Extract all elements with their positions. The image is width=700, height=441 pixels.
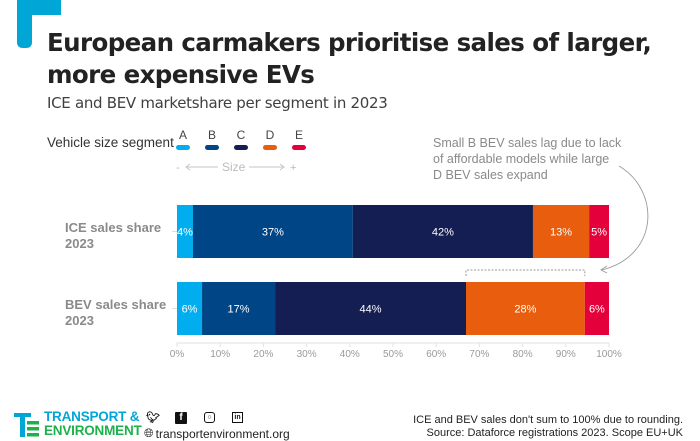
size-minus: - — [176, 162, 180, 174]
bar-bev: 6% 17% 44% 28% 6% — [172, 282, 609, 335]
annotation-line-2: of affordable models while large — [433, 152, 609, 166]
bar-segment-e — [589, 205, 609, 258]
brand-logo-text: TRANSPORT & ENVIRONMENT — [44, 410, 142, 438]
data-label: 6% — [589, 304, 605, 316]
x-tick-label: 20% — [253, 349, 273, 360]
size-plus: + — [290, 162, 296, 174]
legend-label-e: E — [295, 128, 303, 142]
legend-label: Vehicle size segment — [47, 135, 174, 150]
instagram-icon[interactable]: ○ — [204, 412, 215, 423]
legend-swatch-a — [176, 145, 190, 150]
x-tick-label: 70% — [469, 349, 489, 360]
data-label: 13% — [550, 227, 572, 239]
globe-icon: 🌐︎ — [144, 426, 154, 440]
x-tick-label: 100% — [596, 349, 622, 360]
twitter-icon[interactable]: 🐦︎ — [146, 412, 160, 424]
bar-ice: 4% 37% 42% 13% 5% — [172, 205, 609, 258]
bar-segment-b — [202, 282, 276, 335]
data-label: 5% — [591, 227, 607, 239]
category-label-line: BEV sales share — [65, 297, 166, 312]
x-tick-label: 40% — [340, 349, 360, 360]
size-scale: - Size + — [176, 160, 296, 174]
social-links: 🐦︎ f ○ in — [146, 412, 243, 424]
legend-label-c: C — [237, 128, 246, 142]
legend-label-b: B — [208, 128, 216, 142]
data-label: 4% — [177, 227, 193, 239]
chart-title: European carmakers prioritise sales of l… — [47, 27, 652, 91]
data-label: 37% — [262, 227, 284, 239]
bar-segment-d — [532, 205, 590, 258]
bars: 4% 37% 42% 13% 5% 6% 17% 44% 28% 6% — [172, 205, 609, 335]
bar-segment-a — [177, 282, 203, 335]
data-label: 17% — [228, 304, 250, 316]
data-label: 28% — [514, 304, 536, 316]
legend-swatch-e — [292, 145, 306, 150]
size-arrowhead-left — [185, 163, 191, 171]
category-label-line: 2023 — [65, 236, 94, 251]
category-label: BEV sales share 2023 — [65, 297, 166, 328]
legend-swatch-b — [205, 145, 219, 150]
x-tick-label: 90% — [556, 349, 576, 360]
legend-swatch-d — [263, 145, 277, 150]
title-line-1: European carmakers prioritise sales of l… — [47, 28, 652, 57]
size-arrowhead-right — [279, 163, 285, 171]
annotation-arrowhead — [600, 265, 608, 274]
x-axis: 0% 10% 20% 30% 40% 50% 60% 70% 80% 90% 100% — [170, 342, 622, 360]
x-tick-label: 0% — [170, 349, 185, 360]
chart-subtitle: ICE and BEV marketshare per segment in 2… — [47, 94, 388, 112]
data-label: 44% — [360, 304, 382, 316]
category-label-line: ICE sales share — [65, 220, 161, 235]
bar-segment-d — [466, 282, 585, 335]
annotation-bracket — [465, 269, 586, 276]
bar-segment-e — [584, 282, 609, 335]
title-line-2: more expensive EVs — [47, 60, 315, 89]
category-label: ICE sales share 2023 — [65, 220, 161, 251]
x-tick-label: 80% — [513, 349, 533, 360]
legend: A B C D E — [176, 128, 306, 150]
x-tick-label: 50% — [383, 349, 403, 360]
website-link[interactable]: 🌐︎ transportenvironment.org — [144, 426, 290, 441]
annotation-arrow — [601, 165, 649, 271]
logo-line-1: TRANSPORT & — [44, 409, 140, 424]
size-label: Size — [222, 160, 246, 174]
category-label-line: 2023 — [65, 313, 94, 328]
bar-segment-c — [275, 282, 467, 335]
bar-segment-c — [352, 205, 533, 258]
linkedin-icon[interactable]: in — [232, 412, 243, 423]
bracket-line — [465, 269, 586, 276]
website-url: transportenvironment.org — [155, 426, 290, 441]
bar-segment-b — [192, 205, 353, 258]
legend-label-a: A — [179, 128, 187, 142]
legend-label-d: D — [266, 128, 275, 142]
annotation-line-1: Small B BEV sales lag due to lack — [433, 136, 622, 150]
legend-swatch-c — [234, 145, 248, 150]
logo-line-2: ENVIRONMENT — [44, 423, 142, 438]
source-note: ICE and BEV sales don't sum to 100% due … — [413, 414, 683, 440]
data-label: 6% — [182, 304, 198, 316]
data-label: 42% — [432, 227, 454, 239]
facebook-icon[interactable]: f — [175, 412, 187, 424]
bar-segment-a — [177, 205, 193, 258]
x-tick-label: 60% — [426, 349, 446, 360]
source-text: Source: Dataforce registrations 2023. Sc… — [426, 427, 684, 439]
rounding-note: ICE and BEV sales don't sum to 100% due … — [413, 414, 683, 426]
x-tick-label: 10% — [210, 349, 230, 360]
annotation-text: Small B BEV sales lag due to lack of aff… — [433, 136, 625, 182]
te-logo-icon — [14, 413, 39, 437]
brand-corner-mark — [17, 0, 61, 48]
annotation-line-3: D BEV sales expand — [433, 168, 548, 182]
x-tick-label: 30% — [297, 349, 317, 360]
